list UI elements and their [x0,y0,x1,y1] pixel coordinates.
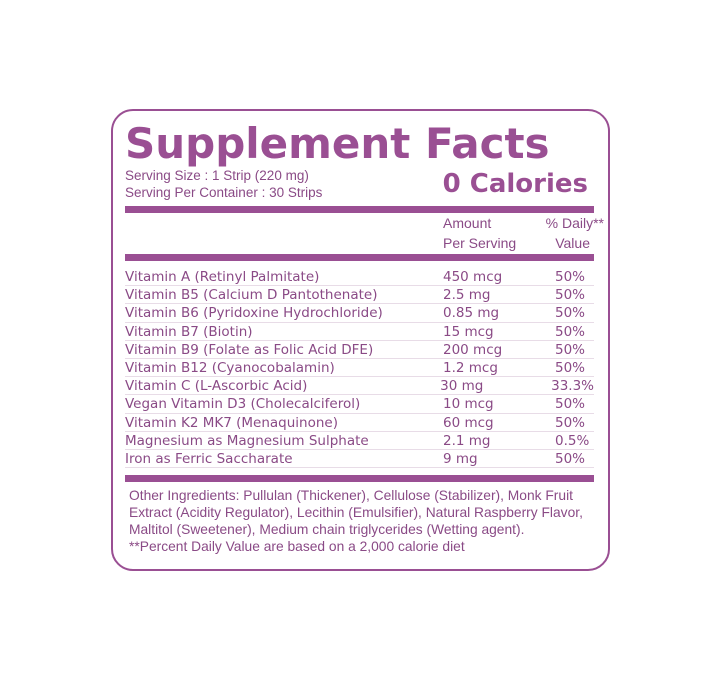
nutrient-daily-value: 50% [555,359,586,376]
nutrient-daily-value: 50% [555,287,586,304]
servings-per-container: Serving Per Container : 30 Strips [125,185,323,200]
table-row: Magnesium as Magnesium Sulphate 2.1 mg 0.5… [125,432,594,450]
amount-header-line1: Amount [443,215,492,231]
nutrient-name: Vitamin B5 (Calcium D Pantothenate) [125,287,378,304]
dv-header-line1: % Daily** [545,215,604,231]
nutrient-name: Vitamin K2 MK7 (Menaquinone) [125,414,338,431]
nutrient-name: Vitamin B6 (Pyridoxine Hydrochloride) [125,305,383,322]
nutrient-amount: 200 mcg [443,341,503,358]
table-row: Vitamin A (Retinyl Palmitate) 450 mcg 50% [125,268,594,287]
table-row: Vitamin K2 MK7 (Menaquinone) 60 mcg 50% [125,414,594,432]
other-ingredients: Other Ingredients: Pullulan (Thickener),… [129,488,583,537]
nutrient-daily-value: 50% [555,396,586,413]
nutrient-daily-value: 0.5% [555,432,590,449]
table-row: Vitamin C (L-Ascorbic Acid) 30 mg 33.3% [125,377,594,396]
calories: 0 Calories [442,169,588,199]
nutrient-name: Vitamin B7 (Biotin) [125,323,253,340]
divider-bar [125,254,594,261]
table-row: Iron as Ferric Saccharate 9 mg 50% [125,450,594,469]
table-row: Vitamin B12 (Cyanocobalamin) 1.2 mcg 50% [125,359,594,378]
divider-bar [125,206,594,213]
nutrient-daily-value: 50% [555,450,586,467]
amount-header-line2: Per Serving [443,235,517,251]
nutrient-daily-value: 50% [555,414,586,431]
nutrient-amount: 9 mg [443,450,478,467]
table-row: Vitamin B6 (Pyridoxine Hydrochloride) 0.8… [125,304,594,323]
amount-header: Amount Per Serving [443,213,516,253]
nutrient-name: Vitamin B12 (Cyanocobalamin) [125,359,335,376]
nutrient-amount: 1.2 mcg [443,359,498,376]
nutrient-daily-value: 50% [555,305,586,322]
panel-title: Supplement Facts [125,119,550,168]
nutrient-name: Iron as Ferric Saccharate [125,450,293,467]
nutrient-name: Vitamin A (Retinyl Palmitate) [125,269,320,285]
nutrient-name: Vegan Vitamin D3 (Cholecalciferol) [125,396,361,413]
daily-value-header: % Daily** Value [524,213,604,253]
table-row: Vitamin B9 (Folate as Folic Acid DFE) 200… [125,341,594,359]
nutrient-amount: 10 mcg [443,396,494,413]
nutrient-name: Vitamin B9 (Folate as Folic Acid DFE) [125,341,374,358]
nutrient-daily-value: 50% [555,341,586,358]
nutrient-name: Magnesium as Magnesium Sulphate [125,432,369,449]
nutrient-amount: 450 mcg [443,269,503,285]
nutrient-daily-value: 50% [555,269,586,285]
nutrient-amount: 15 mcg [443,323,494,340]
serving-size: Serving Size : 1 Strip (220 mg) [125,168,309,183]
nutrient-amount: 2.5 mg [443,287,491,304]
nutrient-name: Vitamin C (L-Ascorbic Acid) [125,378,308,395]
nutrient-amount: 0.85 mg [443,305,500,322]
footnote: **Percent Daily Value are based on a 2,0… [129,539,465,554]
ingredients-section: Other Ingredients: Pullulan (Thickener),… [129,487,588,555]
nutrient-amount: 60 mcg [443,414,494,431]
nutrient-table: Vitamin A (Retinyl Palmitate) 450 mcg 50% V… [125,268,594,469]
nutrient-daily-value: 33.3% [551,378,594,395]
table-row: Vitamin B5 (Calcium D Pantothenate) 2.5 m… [125,286,594,305]
nutrient-amount: 2.1 mg [443,432,491,449]
dv-header-line2: Value [555,235,590,251]
nutrient-daily-value: 50% [555,323,586,340]
table-row: Vegan Vitamin D3 (Cholecalciferol) 10 mcg… [125,395,594,414]
divider-bar [125,475,594,482]
nutrient-amount: 30 mg [440,378,484,395]
supplement-facts-panel: Supplement Facts Serving Size : 1 Strip … [111,109,610,571]
table-row: Vitamin B7 (Biotin) 15 mcg 50% [125,323,594,341]
